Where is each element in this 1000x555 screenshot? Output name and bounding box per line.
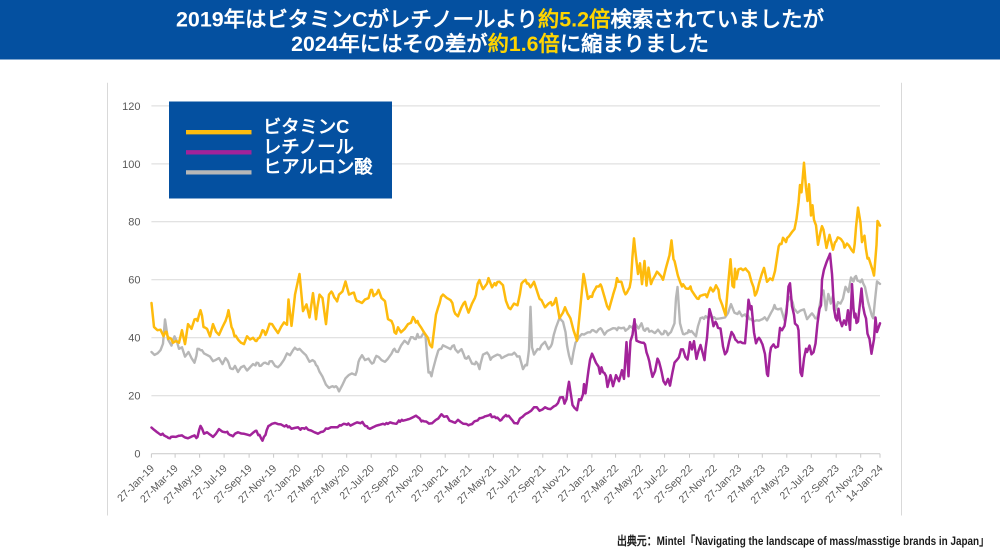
svg-text:ビタミンC: ビタミンC bbox=[263, 116, 349, 137]
svg-text:0: 0 bbox=[134, 449, 140, 461]
svg-text:ヒアルロン酸: ヒアルロン酸 bbox=[263, 156, 373, 177]
svg-text:40: 40 bbox=[128, 333, 140, 345]
svg-text:出典元：Mintel「Navigating the land: 出典元：Mintel「Navigating the landscape of m… bbox=[617, 533, 989, 548]
svg-text:100: 100 bbox=[122, 159, 140, 171]
svg-text:120: 120 bbox=[122, 101, 140, 113]
svg-text:レチノール: レチノール bbox=[263, 136, 354, 157]
svg-text:20: 20 bbox=[128, 391, 140, 403]
svg-text:60: 60 bbox=[128, 275, 140, 287]
svg-text:2024年にはその差が約1.6倍に縮まりました: 2024年にはその差が約1.6倍に縮まりました bbox=[291, 31, 709, 56]
svg-text:80: 80 bbox=[128, 217, 140, 229]
svg-text:2019年はビタミンCがレチノールより約5.2倍検索されてい: 2019年はビタミンCがレチノールより約5.2倍検索されていましたが bbox=[176, 7, 825, 32]
